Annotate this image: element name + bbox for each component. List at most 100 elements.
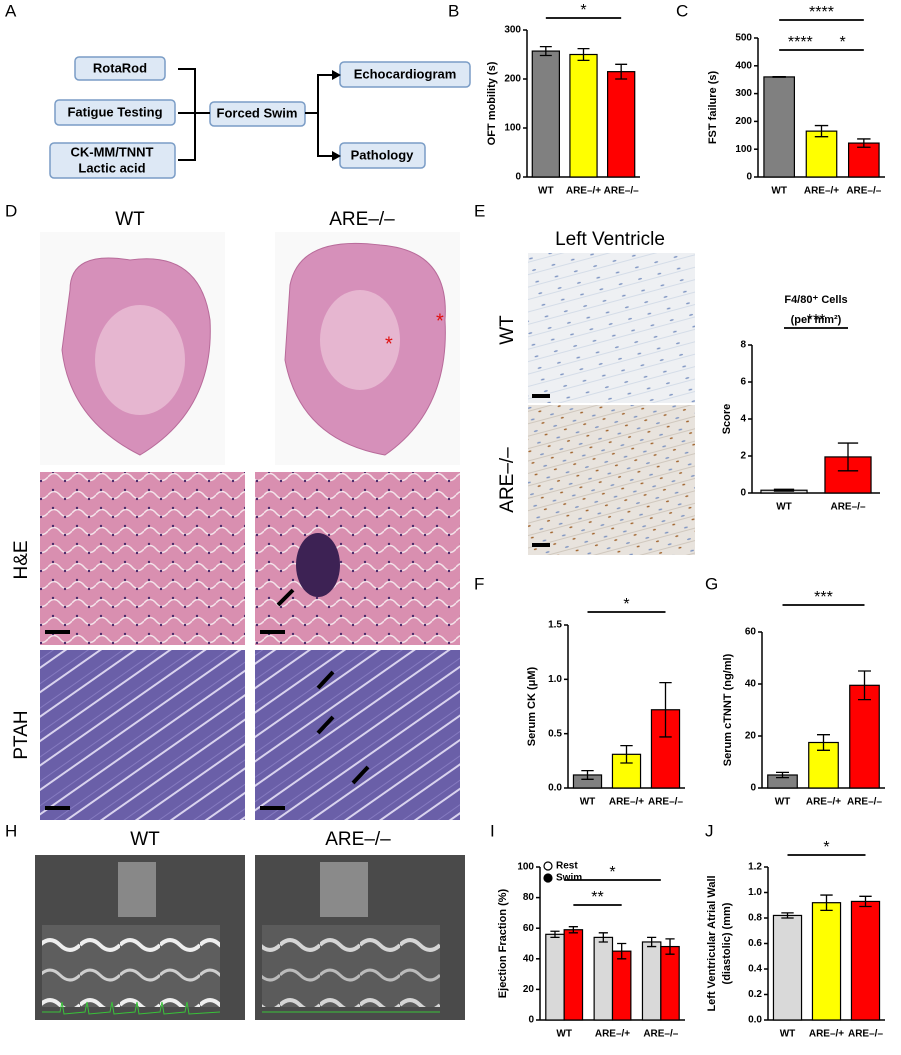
error-bar (781, 912, 794, 919)
legend-label: Swim (556, 873, 582, 884)
bar (611, 950, 632, 1021)
y-tick-label: 1.0 (548, 674, 562, 685)
error-bar (577, 47, 590, 62)
x-tick-label: ARE–/+ (609, 797, 644, 808)
y-tick-label: 0.2 (748, 989, 762, 1000)
x-tick-label: WT (780, 1029, 796, 1040)
error-bar (598, 932, 608, 943)
x-tick-label: ARE–/+ (804, 186, 839, 197)
y-tick-label: 6 (740, 377, 746, 388)
y-tick-label: 8 (740, 340, 746, 351)
y-tick-label: 100 (517, 862, 534, 873)
row-label: PTAH (11, 710, 32, 759)
y-tick-label: 20 (523, 984, 535, 995)
panel-label: J (705, 821, 714, 840)
column-label: ARE–/– (325, 829, 391, 850)
bar (563, 929, 584, 1021)
marker-star: * (385, 333, 393, 355)
panel-label: A (5, 1, 17, 20)
row-label: ARE–/– (497, 447, 518, 513)
y-axis-title: Serum CK (μM) (526, 666, 538, 746)
node-label: Forced Swim (217, 105, 298, 120)
y-tick-label: 80 (523, 892, 535, 903)
y-tick-label: 20 (745, 731, 757, 742)
error-bar (857, 138, 871, 148)
x-tick-label: WT (776, 502, 792, 513)
error-bar (776, 771, 789, 779)
y-axis-title: (diastolic) (mm) (721, 902, 733, 984)
node-label: Lactic acid (78, 160, 145, 175)
panel-label: G (705, 574, 718, 593)
ptah-image (255, 650, 460, 820)
y-tick-label: 0 (528, 1015, 534, 1026)
significance-label: **** (788, 34, 813, 51)
error-bar (620, 744, 633, 764)
diagram: RotaRod Fatigue Testing CK-MM/TNNTLactic… (49, 56, 471, 179)
column-label: ARE–/– (329, 209, 395, 230)
y-tick-label: 0.6 (748, 938, 762, 949)
legend-label: Rest (556, 861, 578, 872)
x-tick-label: WT (771, 186, 787, 197)
panel-label: H (5, 821, 17, 840)
y-tick-label: 300 (735, 88, 752, 99)
error-bar (647, 936, 657, 948)
panel-label: C (676, 1, 688, 20)
ihc-image (528, 253, 695, 403)
node-label: CK-MM/TNNT (70, 144, 153, 159)
ihc-image (528, 405, 695, 555)
x-tick-label: WT (775, 797, 791, 808)
column-label: WT (115, 209, 145, 230)
panel-label: F (474, 574, 484, 593)
y-axis-title: OFT mobility (s) (486, 61, 498, 145)
x-tick-label: ARE–/– (648, 797, 683, 808)
x-tick-label: ARE–/– (847, 797, 882, 808)
diagram-node: Fatigue Testing (54, 99, 176, 126)
column-label: WT (130, 829, 160, 850)
y-tick-label: 500 (735, 33, 752, 44)
heart-image: * * (40, 232, 460, 465)
y-tick-label: 200 (504, 74, 521, 85)
scale-bars (45, 630, 285, 810)
bar (607, 71, 636, 178)
node-label: Fatigue Testing (67, 104, 162, 119)
panel-label: B (448, 1, 459, 20)
y-tick-label: 1.5 (548, 620, 562, 631)
ptah-image (40, 650, 245, 820)
node-label: Echocardiogram (354, 66, 457, 81)
x-tick-label: ARE–/+ (806, 797, 841, 808)
error-bar (820, 894, 833, 911)
panel-label: I (490, 821, 495, 840)
error-bar (617, 942, 627, 960)
y-tick-label: 0 (750, 783, 756, 794)
error-bar (550, 930, 560, 939)
y-axis-title: Ejection Fraction (%) (497, 888, 509, 998)
he-image (40, 472, 245, 645)
connectors (178, 68, 332, 161)
marker-star: * (436, 310, 444, 332)
y-axis-title: Score (721, 404, 733, 435)
bar (847, 142, 880, 178)
y-tick-label: 2 (740, 451, 746, 462)
bar (545, 933, 565, 1021)
diagram-node: Pathology (339, 142, 426, 169)
error-bar (859, 895, 872, 908)
x-tick-label: ARE–/– (604, 186, 639, 197)
error-bar (773, 488, 795, 492)
y-axis-title: Left Ventricular Atrial Wall (706, 875, 718, 1011)
y-tick-label: 0 (515, 172, 521, 183)
bar (850, 900, 881, 1021)
node-label: Pathology (351, 147, 415, 162)
bar (660, 945, 680, 1021)
bar (641, 941, 662, 1021)
x-tick-label: ARE–/– (848, 1029, 883, 1040)
diagram-node: Forced Swim (209, 101, 306, 127)
x-tick-label: WT (556, 1029, 572, 1040)
error-bar (817, 734, 830, 751)
y-axis-title: Serum cTNNT (ng/ml) (722, 653, 734, 766)
y-tick-label: 400 (735, 60, 752, 71)
error-bar (615, 63, 628, 80)
y-tick-label: 100 (504, 123, 521, 134)
y-axis-title: FST failure (s) (707, 70, 719, 144)
